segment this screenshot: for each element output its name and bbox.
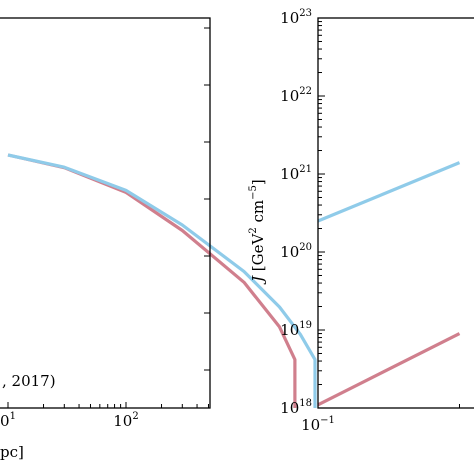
right-ytick-label-19: 1019 bbox=[280, 320, 312, 339]
right-ytick-label-21: 1021 bbox=[280, 164, 312, 183]
left-xlabel: pc] bbox=[0, 443, 24, 461]
left-plot-area bbox=[7, 153, 317, 408]
right-ylabel: J [GeV2 cm−5] bbox=[248, 179, 267, 285]
right-panel: 1018 1019 1020 1021 1022 1023 10−1 J [GeV2 cm… bbox=[248, 8, 474, 434]
left-ticks bbox=[7, 27, 210, 408]
left-axes-frame bbox=[0, 17, 211, 409]
left-xtick-label-10-2: 102 bbox=[113, 411, 138, 430]
right-ytick-label-23: 1023 bbox=[280, 8, 312, 27]
right-ytick-label-18: 1018 bbox=[280, 398, 312, 417]
right-ytick-labels: 1018 1019 1020 1021 1022 1023 bbox=[280, 8, 312, 417]
right-ytick-label-20: 1020 bbox=[280, 242, 312, 261]
right-xtick-label-10-m1: 10−1 bbox=[301, 415, 335, 434]
left-panel: 01 102 pc] , 2017) bbox=[0, 17, 317, 461]
right-plot-area bbox=[317, 161, 461, 407]
right-series-line-1 bbox=[317, 332, 461, 407]
right-ytick-label-22: 1022 bbox=[280, 86, 312, 105]
right-ticks bbox=[317, 17, 460, 409]
left-annotation: , 2017) bbox=[2, 372, 56, 390]
left-xtick-label-10-1: 01 bbox=[0, 411, 16, 430]
right-axes-frame bbox=[317, 17, 474, 409]
right-series-line-0 bbox=[317, 161, 461, 223]
left-series-line-1 bbox=[7, 153, 317, 408]
